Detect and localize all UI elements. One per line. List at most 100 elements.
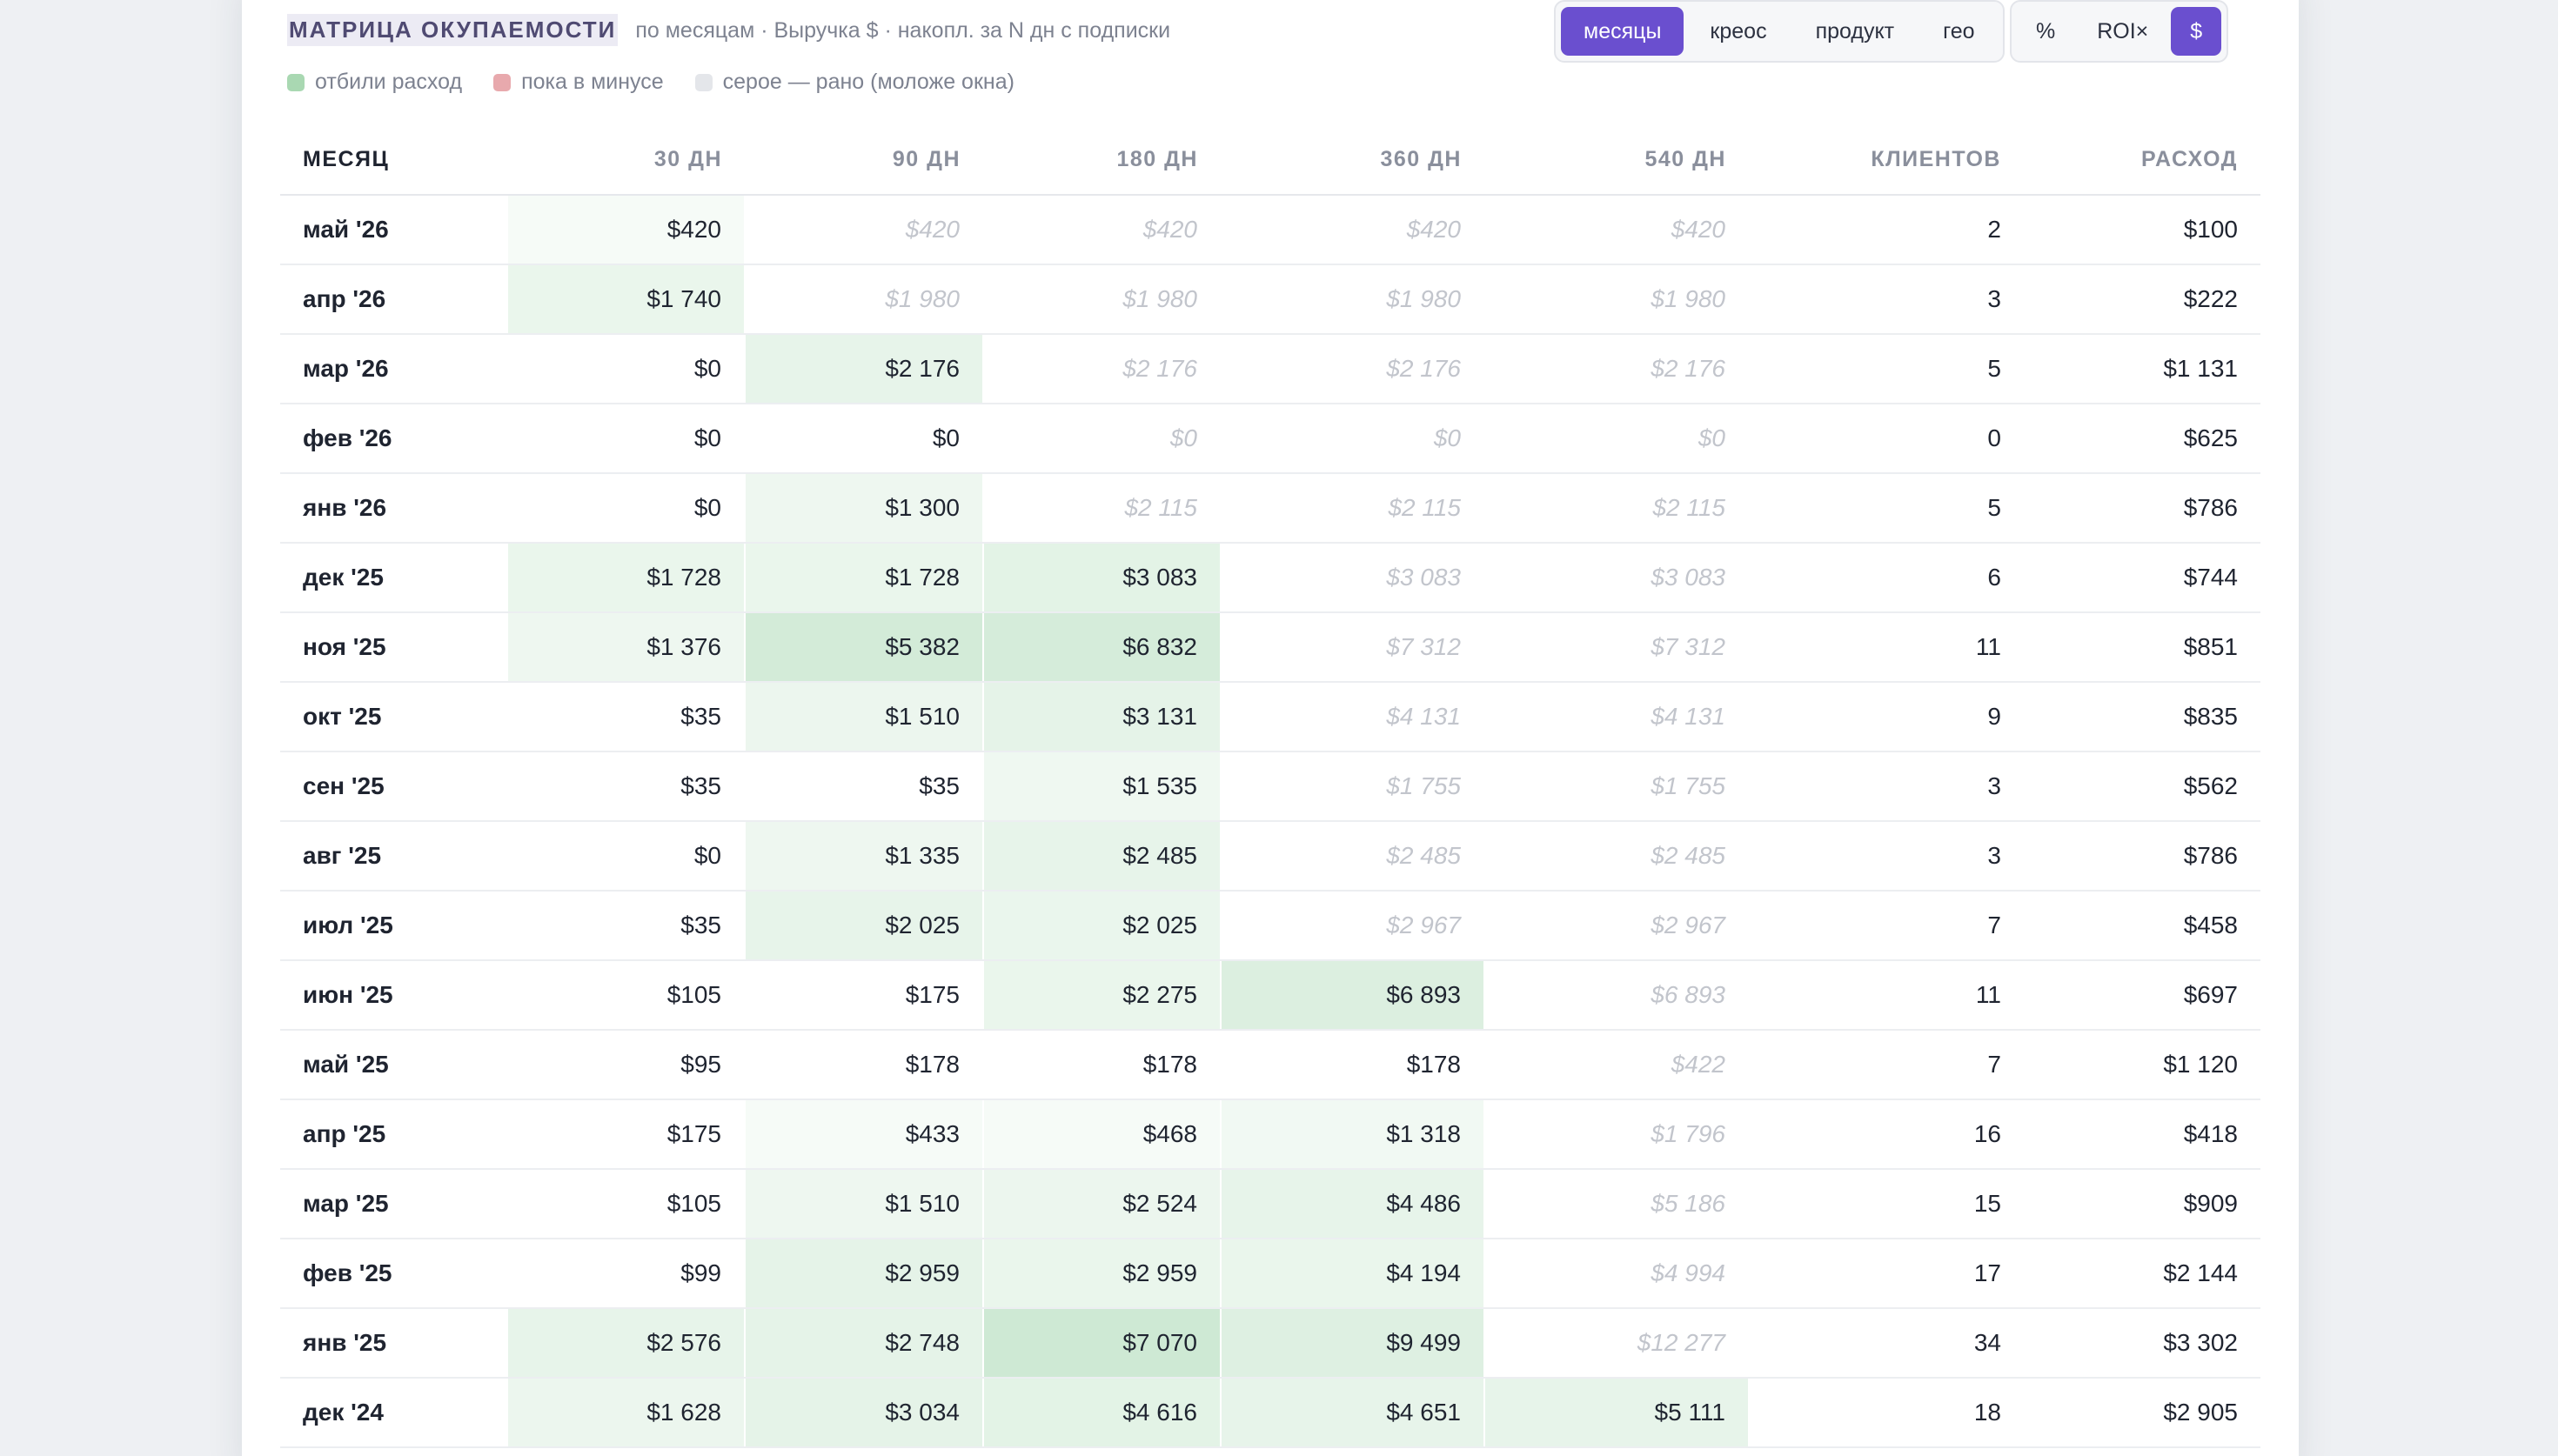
- matrix-cell[interactable]: $1 300: [745, 473, 984, 544]
- matrix-cell[interactable]: $0: [508, 334, 746, 404]
- matrix-cell[interactable]: $2 115: [983, 473, 1222, 544]
- matrix-cell[interactable]: $2 176: [983, 334, 1222, 404]
- matrix-cell[interactable]: $420: [1484, 195, 1750, 265]
- matrix-cell[interactable]: $0: [983, 404, 1222, 474]
- column-header-spend[interactable]: РАСХОД: [2024, 125, 2260, 196]
- matrix-cell[interactable]: $5 111: [1484, 1378, 1750, 1448]
- matrix-cell[interactable]: $3 083: [1484, 543, 1750, 613]
- table-row[interactable]: июн '25 $105 $175 $2 275 $6 893 $6 893 11 $697: [280, 960, 2260, 1031]
- matrix-cell[interactable]: $2 576: [508, 1308, 746, 1379]
- matrix-cell[interactable]: $2 485: [1484, 821, 1750, 892]
- matrix-cell[interactable]: $3 034: [745, 1378, 984, 1448]
- matrix-cell[interactable]: $2 959: [983, 1239, 1222, 1309]
- matrix-cell[interactable]: $2 115: [1484, 473, 1750, 544]
- matrix-cell[interactable]: $95: [508, 1030, 746, 1100]
- table-row[interactable]: авг '25 $0 $1 335 $2 485 $2 485 $2 485 3 $786: [280, 821, 2260, 892]
- matrix-cell[interactable]: $420: [983, 195, 1222, 265]
- matrix-cell[interactable]: $1 335: [745, 821, 984, 892]
- column-header-clients[interactable]: КЛИЕНТОВ: [1749, 125, 2024, 196]
- matrix-cell[interactable]: $2 176: [745, 334, 984, 404]
- matrix-cell[interactable]: $6 893: [1484, 960, 1750, 1031]
- table-row[interactable]: апр '26 $1 740 $1 980 $1 980 $1 980 $1 980 3 $2…: [280, 264, 2260, 335]
- matrix-cell[interactable]: $7 312: [1221, 612, 1485, 683]
- matrix-cell[interactable]: $2 176: [1221, 334, 1485, 404]
- matrix-cell[interactable]: $4 994: [1484, 1239, 1750, 1309]
- matrix-cell[interactable]: $433: [745, 1099, 984, 1170]
- table-row[interactable]: янв '26 $0 $1 300 $2 115 $2 115 $2 115 5 $786: [280, 473, 2260, 544]
- column-header-month[interactable]: МЕСЯЦ: [280, 125, 508, 196]
- matrix-cell[interactable]: $7 312: [1484, 612, 1750, 683]
- table-row[interactable]: янв '25 $2 576 $2 748 $7 070 $9 499 $12 277 34…: [280, 1308, 2260, 1379]
- matrix-cell[interactable]: $6 832: [983, 612, 1222, 683]
- table-row[interactable]: фев '26 $0 $0 $0 $0 $0 0 $625: [280, 404, 2260, 474]
- tab-geo[interactable]: гео: [1943, 18, 1975, 43]
- matrix-cell[interactable]: $2 485: [983, 821, 1222, 892]
- column-header-360d[interactable]: 360 ДН: [1221, 125, 1484, 196]
- matrix-cell[interactable]: $35: [508, 682, 746, 752]
- table-row[interactable]: дек '25 $1 728 $1 728 $3 083 $3 083 $3 083 6 $7…: [280, 543, 2260, 613]
- matrix-cell[interactable]: $420: [1221, 195, 1485, 265]
- matrix-cell[interactable]: $1 510: [745, 682, 984, 752]
- matrix-cell[interactable]: $468: [983, 1099, 1222, 1170]
- matrix-cell[interactable]: $4 486: [1221, 1169, 1485, 1239]
- matrix-cell[interactable]: $420: [508, 195, 746, 265]
- matrix-cell[interactable]: $1 980: [745, 264, 984, 335]
- matrix-cell[interactable]: $1 740: [508, 264, 746, 335]
- matrix-cell[interactable]: $35: [745, 751, 984, 822]
- matrix-cell[interactable]: $4 194: [1221, 1239, 1485, 1309]
- matrix-cell[interactable]: $1 628: [508, 1378, 746, 1448]
- matrix-cell[interactable]: $3 131: [983, 682, 1222, 752]
- table-row[interactable]: июл '25 $35 $2 025 $2 025 $2 967 $2 967 7 $458: [280, 891, 2260, 961]
- matrix-cell[interactable]: $2 025: [745, 891, 984, 961]
- unit-dollar-button[interactable]: $: [2171, 7, 2222, 56]
- matrix-cell[interactable]: $99: [508, 1239, 746, 1309]
- matrix-cell[interactable]: $1 728: [745, 543, 984, 613]
- matrix-cell[interactable]: $2 025: [983, 891, 1222, 961]
- matrix-cell[interactable]: $4 651: [1221, 1378, 1485, 1448]
- table-row[interactable]: апр '25 $175 $433 $468 $1 318 $1 796 16 $418: [280, 1099, 2260, 1170]
- column-header-30d[interactable]: 30 ДН: [508, 125, 745, 196]
- table-row[interactable]: фев '25 $99 $2 959 $2 959 $4 194 $4 994 17 $2 1…: [280, 1239, 2260, 1309]
- matrix-cell[interactable]: $5 382: [745, 612, 984, 683]
- table-row[interactable]: дек '24 $1 628 $3 034 $4 616 $4 651 $5 111 18 $…: [280, 1378, 2260, 1448]
- table-row[interactable]: май '25 $95 $178 $178 $178 $422 7 $1 120: [280, 1030, 2260, 1100]
- matrix-cell[interactable]: $0: [508, 473, 746, 544]
- matrix-cell[interactable]: $2 115: [1221, 473, 1485, 544]
- matrix-cell[interactable]: $1 755: [1221, 751, 1485, 822]
- matrix-cell[interactable]: $1 980: [1484, 264, 1750, 335]
- matrix-cell[interactable]: $35: [508, 751, 746, 822]
- matrix-cell[interactable]: $1 980: [1221, 264, 1485, 335]
- table-row[interactable]: май '26 $420 $420 $420 $420 $420 2 $100: [280, 195, 2260, 265]
- matrix-cell[interactable]: $422: [1484, 1030, 1750, 1100]
- matrix-cell[interactable]: $6 893: [1221, 960, 1485, 1031]
- matrix-cell[interactable]: $4 131: [1221, 682, 1485, 752]
- matrix-cell[interactable]: $178: [983, 1030, 1222, 1100]
- matrix-cell[interactable]: $178: [745, 1030, 984, 1100]
- matrix-cell[interactable]: $2 967: [1484, 891, 1750, 961]
- matrix-cell[interactable]: $2 748: [745, 1308, 984, 1379]
- matrix-cell[interactable]: $3 083: [983, 543, 1222, 613]
- tab-months[interactable]: месяцы: [1561, 7, 1684, 56]
- matrix-cell[interactable]: $12 277: [1484, 1308, 1750, 1379]
- matrix-cell[interactable]: $0: [508, 821, 746, 892]
- matrix-cell[interactable]: $175: [508, 1099, 746, 1170]
- matrix-cell[interactable]: $0: [745, 404, 984, 474]
- table-row[interactable]: мар '26 $0 $2 176 $2 176 $2 176 $2 176 5 $1 131: [280, 334, 2260, 404]
- matrix-cell[interactable]: $1 510: [745, 1169, 984, 1239]
- matrix-cell[interactable]: $178: [1221, 1030, 1485, 1100]
- tab-product[interactable]: продукт: [1815, 18, 1895, 43]
- table-row[interactable]: окт '25 $35 $1 510 $3 131 $4 131 $4 131 9 $835: [280, 682, 2260, 752]
- matrix-cell[interactable]: $3 083: [1221, 543, 1485, 613]
- table-row[interactable]: сен '25 $35 $35 $1 535 $1 755 $1 755 3 $562: [280, 751, 2260, 822]
- matrix-cell[interactable]: $2 967: [1221, 891, 1485, 961]
- table-row[interactable]: ноя '25 $1 376 $5 382 $6 832 $7 312 $7 312 11 $…: [280, 612, 2260, 683]
- matrix-cell[interactable]: $7 070: [983, 1308, 1222, 1379]
- matrix-cell[interactable]: $2 275: [983, 960, 1222, 1031]
- matrix-cell[interactable]: $2 176: [1484, 334, 1750, 404]
- matrix-cell[interactable]: $1 755: [1484, 751, 1750, 822]
- table-row[interactable]: мар '25 $105 $1 510 $2 524 $4 486 $5 186 15 $90…: [280, 1169, 2260, 1239]
- matrix-cell[interactable]: $1 535: [983, 751, 1222, 822]
- matrix-cell[interactable]: $1 376: [508, 612, 746, 683]
- tab-creatives[interactable]: креос: [1710, 18, 1767, 43]
- unit-roi-button[interactable]: ROI×: [2097, 18, 2149, 43]
